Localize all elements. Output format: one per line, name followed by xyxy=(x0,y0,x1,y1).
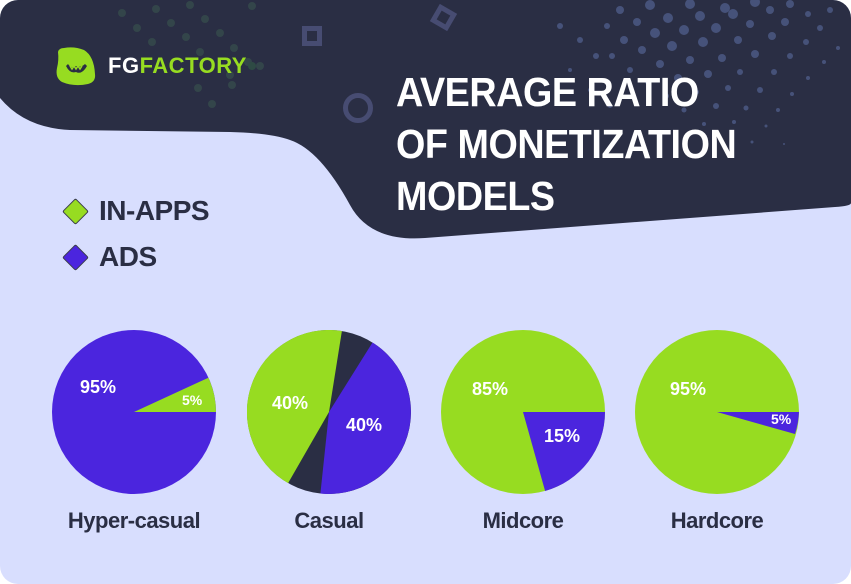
legend-label-inapps: IN-APPS xyxy=(99,195,210,226)
title-line-2: OF MONETIZATION xyxy=(396,121,737,167)
legend-label-ads: ADS xyxy=(99,241,157,272)
pie-label-inapps: 40% xyxy=(272,393,309,413)
pie-label-ads: 40% xyxy=(346,415,383,435)
brand-name-factory: FACTORY xyxy=(139,53,247,78)
pie-hyper-casual: 95% 5% Hyper-casual xyxy=(49,330,219,533)
diamond-ads-icon xyxy=(62,243,89,271)
category-label-casual: Casual xyxy=(294,508,364,533)
page-title: AVERAGE RATIO OF MONETIZATION MODELS xyxy=(396,66,737,222)
monster-logo-icon xyxy=(56,47,96,86)
diamond-inapps-icon xyxy=(62,197,89,225)
category-label-midcore: Midcore xyxy=(482,508,564,533)
pie-label-inapps: 5% xyxy=(182,392,203,408)
title-line-1: AVERAGE RATIO xyxy=(396,69,699,115)
pie-hardcore: 95% 5% Hardcore xyxy=(632,330,802,533)
brand-name: FGFACTORY xyxy=(108,53,247,79)
category-label-hardcore: Hardcore xyxy=(670,508,764,533)
pie-label-ads: 15% xyxy=(544,426,581,446)
pie-chart-midcore xyxy=(441,330,605,494)
title-line-3: MODELS xyxy=(396,173,555,219)
pie-casual: 40% 40% Casual xyxy=(244,330,414,533)
pie-midcore: 85% 15% Midcore xyxy=(438,330,608,533)
pie-chart-hardcore xyxy=(635,330,799,494)
brand-logo: FGFACTORY xyxy=(54,44,247,88)
pie-label-inapps: 95% xyxy=(670,379,707,399)
chart-legend: IN-APPS ADS xyxy=(62,188,210,280)
pie-label-inapps: 85% xyxy=(472,379,509,399)
legend-item-ads: ADS xyxy=(62,234,209,280)
pie-label-ads: 5% xyxy=(771,411,792,427)
category-label-hyper-casual: Hyper-casual xyxy=(67,508,201,533)
pie-chart-hyper-casual xyxy=(52,330,216,494)
brand-name-fg: FG xyxy=(108,53,140,78)
pie-chart-casual xyxy=(247,330,411,494)
legend-item-inapps: IN-APPS xyxy=(62,188,210,234)
pie-label-ads: 95% xyxy=(80,377,117,397)
